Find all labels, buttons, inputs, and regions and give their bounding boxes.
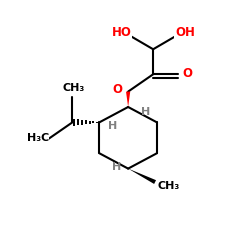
Text: H: H	[112, 162, 121, 172]
Text: CH₃: CH₃	[62, 83, 84, 93]
Polygon shape	[126, 92, 130, 107]
Text: OH: OH	[175, 26, 195, 40]
Text: HO: HO	[112, 26, 131, 40]
Text: O: O	[112, 83, 122, 96]
Text: CH₃: CH₃	[158, 181, 180, 191]
Polygon shape	[128, 168, 156, 184]
Text: H: H	[141, 107, 150, 117]
Text: H: H	[108, 121, 117, 131]
Text: H₃C: H₃C	[26, 133, 49, 143]
Text: O: O	[183, 67, 193, 80]
